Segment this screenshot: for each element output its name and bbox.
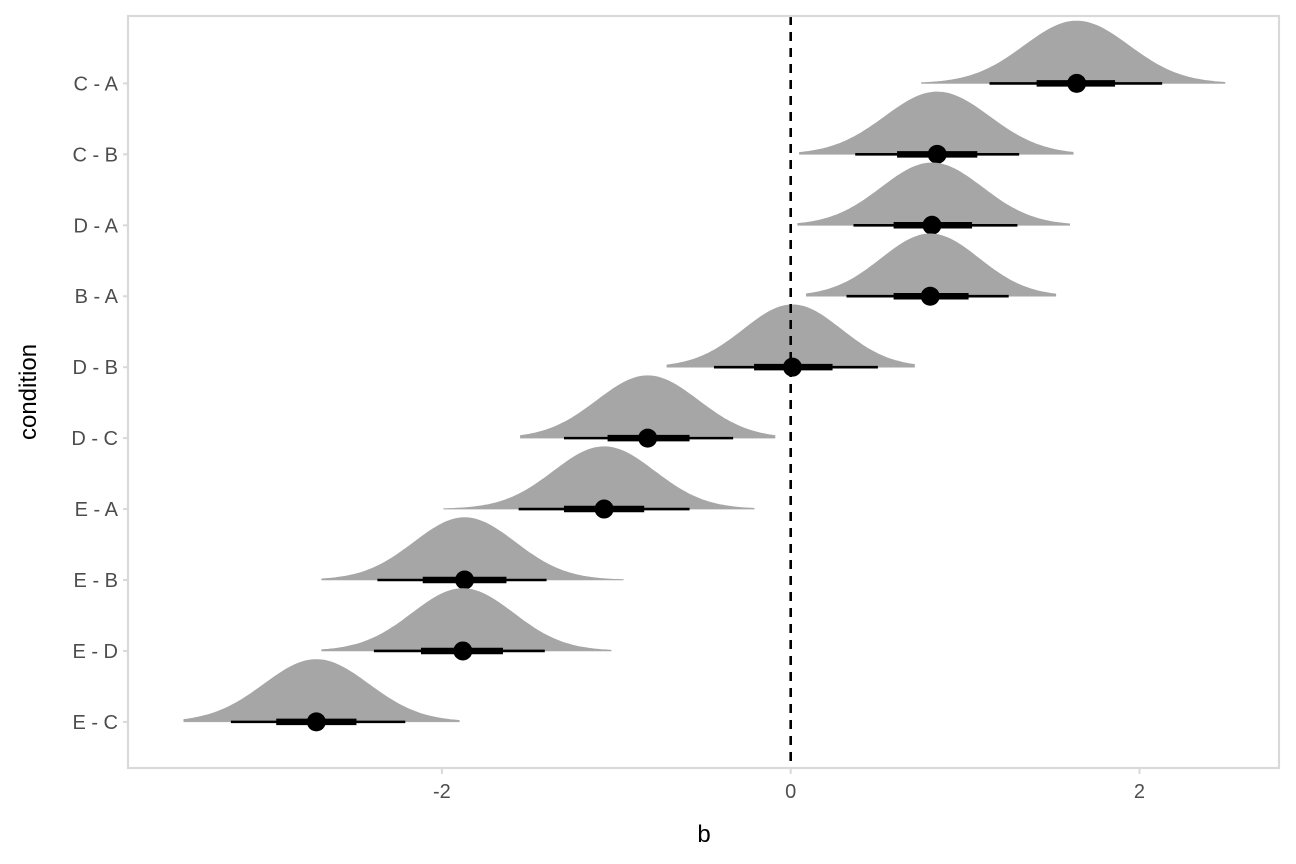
density-shape	[321, 588, 612, 652]
x-tick-label: 2	[1134, 781, 1145, 803]
y-tick-label: E - A	[75, 499, 119, 521]
density-shape	[666, 304, 915, 368]
row-e-c	[183, 659, 460, 732]
median-point	[927, 144, 947, 164]
y-tick-label: D - B	[72, 357, 118, 379]
row-e-a	[443, 446, 755, 519]
median-point	[782, 357, 802, 377]
y-axis: C - A C - B D - A B - A D - B D - C E - A E - B…	[71, 73, 128, 734]
row-b-a	[806, 233, 1057, 306]
y-tick-label: C - A	[74, 73, 119, 95]
density-shape	[797, 162, 1070, 226]
row-d-a	[797, 162, 1070, 235]
x-tick-label: -2	[433, 781, 451, 803]
row-d-b	[666, 304, 915, 377]
median-point	[922, 215, 942, 235]
density-shape	[806, 233, 1057, 297]
row-e-d	[321, 588, 612, 661]
y-tick-label: E - B	[74, 570, 118, 592]
x-tick-label: 0	[785, 781, 796, 803]
median-point	[920, 286, 940, 306]
density-shape	[443, 446, 755, 510]
density-shape	[321, 517, 624, 581]
y-tick-label: E - D	[72, 641, 118, 663]
row-c-a	[921, 20, 1226, 93]
y-tick-label: D - C	[71, 428, 118, 450]
panel-border	[126, 14, 1281, 770]
median-point	[1067, 73, 1087, 93]
y-tick-label: B - A	[75, 286, 119, 308]
median-point	[638, 428, 658, 448]
row-d-c	[520, 375, 776, 448]
median-point	[594, 499, 614, 519]
density-shape	[183, 659, 460, 723]
chart-marks	[183, 16, 1226, 768]
median-point	[455, 570, 475, 590]
y-tick-label: E - C	[72, 712, 118, 734]
median-point	[453, 641, 473, 661]
y-tick-label: C - B	[72, 144, 118, 166]
density-shape	[520, 375, 776, 439]
x-axis-title: b	[697, 821, 710, 848]
row-c-b	[799, 91, 1074, 164]
density-shape	[921, 20, 1226, 84]
y-tick-label: D - A	[74, 215, 119, 237]
x-axis: -2 0 2	[433, 768, 1145, 803]
y-axis-title: condition	[15, 344, 42, 440]
row-e-b	[321, 517, 624, 590]
density-shape	[799, 91, 1074, 155]
median-point	[306, 712, 326, 732]
